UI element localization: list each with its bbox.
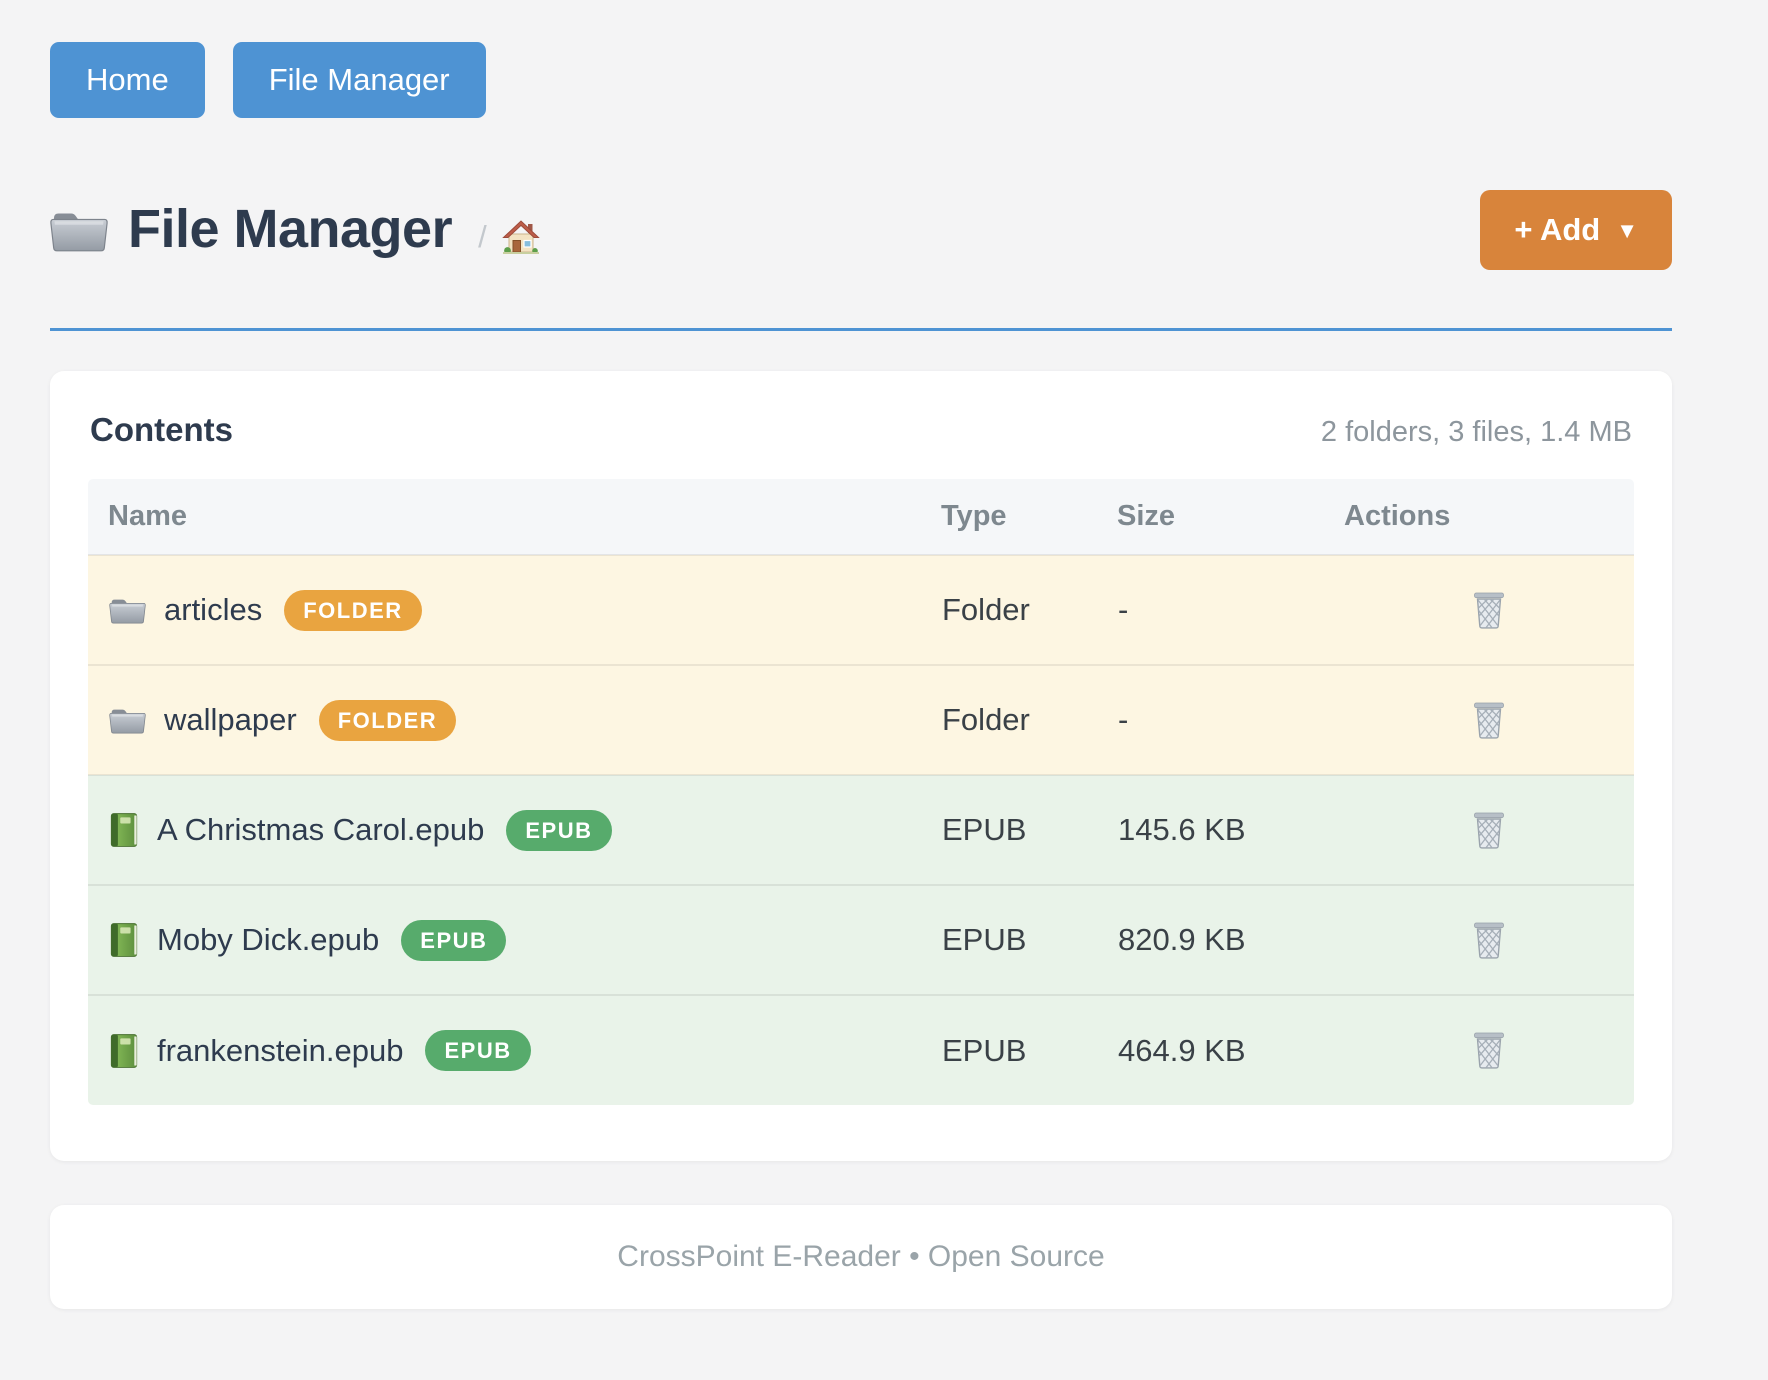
row-type: Folder [941, 555, 1117, 665]
file-table: Name Type Size Actions articles FOLDER F… [88, 479, 1634, 1105]
trash-icon [1471, 810, 1507, 850]
folder-icon [109, 705, 146, 735]
contents-title: Contents [90, 411, 233, 449]
footer-text: CrossPoint E-Reader • Open Source [617, 1240, 1104, 1274]
book-icon [109, 1033, 139, 1069]
row-type-badge: EPUB [401, 920, 506, 961]
page-title: File Manager [128, 200, 452, 259]
row-type-badge: EPUB [425, 1030, 530, 1071]
book-icon [109, 922, 139, 958]
row-size: 145.6 KB [1117, 775, 1344, 885]
row-type-badge: FOLDER [319, 700, 456, 741]
table-row: Moby Dick.epub EPUB EPUB 820.9 KB [88, 885, 1634, 995]
table-body: articles FOLDER Folder - wallpaper FOLDE… [88, 555, 1634, 1105]
row-name[interactable]: wallpaper [164, 702, 297, 738]
row-name[interactable]: A Christmas Carol.epub [157, 812, 484, 848]
folder-icon [50, 206, 108, 254]
row-type: EPUB [941, 995, 1117, 1105]
contents-summary: 2 folders, 3 files, 1.4 MB [1321, 416, 1632, 449]
trash-icon [1471, 920, 1507, 960]
home-icon[interactable] [501, 217, 541, 257]
trash-icon [1471, 590, 1507, 630]
chevron-down-icon: ▼ [1616, 218, 1638, 244]
breadcrumb-separator: / [478, 219, 487, 255]
page-header: File Manager / + Add ▼ [50, 190, 1672, 331]
table-header-row: Name Type Size Actions [88, 479, 1634, 555]
folder-icon [109, 595, 146, 625]
table-row: articles FOLDER Folder - [88, 555, 1634, 665]
trash-icon [1471, 1030, 1507, 1070]
row-name[interactable]: articles [164, 592, 262, 628]
column-header-actions: Actions [1344, 479, 1634, 555]
footer-card: CrossPoint E-Reader • Open Source [50, 1205, 1672, 1309]
top-nav: Home File Manager [50, 42, 1672, 118]
column-header-size: Size [1117, 479, 1344, 555]
breadcrumb: / [478, 217, 541, 257]
row-type: EPUB [941, 775, 1117, 885]
title-group: File Manager / [50, 200, 541, 259]
nav-file-manager-button[interactable]: File Manager [233, 42, 486, 118]
table-row: A Christmas Carol.epub EPUB EPUB 145.6 K… [88, 775, 1634, 885]
book-icon [109, 812, 139, 848]
delete-button[interactable] [1467, 586, 1511, 634]
nav-home-button[interactable]: Home [50, 42, 205, 118]
file-table-wrap: Name Type Size Actions articles FOLDER F… [88, 479, 1634, 1105]
row-type-badge: EPUB [506, 810, 611, 851]
delete-button[interactable] [1467, 806, 1511, 854]
delete-button[interactable] [1467, 696, 1511, 744]
contents-card-head: Contents 2 folders, 3 files, 1.4 MB [88, 411, 1634, 449]
row-size: - [1117, 555, 1344, 665]
row-name[interactable]: Moby Dick.epub [157, 922, 379, 958]
column-header-name: Name [88, 479, 941, 555]
add-button[interactable]: + Add ▼ [1480, 190, 1672, 270]
row-type-badge: FOLDER [284, 590, 421, 631]
row-name[interactable]: frankenstein.epub [157, 1033, 403, 1069]
trash-icon [1471, 700, 1507, 740]
table-row: wallpaper FOLDER Folder - [88, 665, 1634, 775]
add-button-label: + Add [1514, 212, 1600, 248]
row-size: 820.9 KB [1117, 885, 1344, 995]
row-type: EPUB [941, 885, 1117, 995]
file-manager-page: Home File Manager File Manager / + Add ▼… [0, 0, 1768, 1380]
table-row: frankenstein.epub EPUB EPUB 464.9 KB [88, 995, 1634, 1105]
row-size: - [1117, 665, 1344, 775]
row-size: 464.9 KB [1117, 995, 1344, 1105]
delete-button[interactable] [1467, 916, 1511, 964]
row-type: Folder [941, 665, 1117, 775]
column-header-type: Type [941, 479, 1117, 555]
delete-button[interactable] [1467, 1026, 1511, 1074]
contents-card: Contents 2 folders, 3 files, 1.4 MB Name… [50, 371, 1672, 1161]
